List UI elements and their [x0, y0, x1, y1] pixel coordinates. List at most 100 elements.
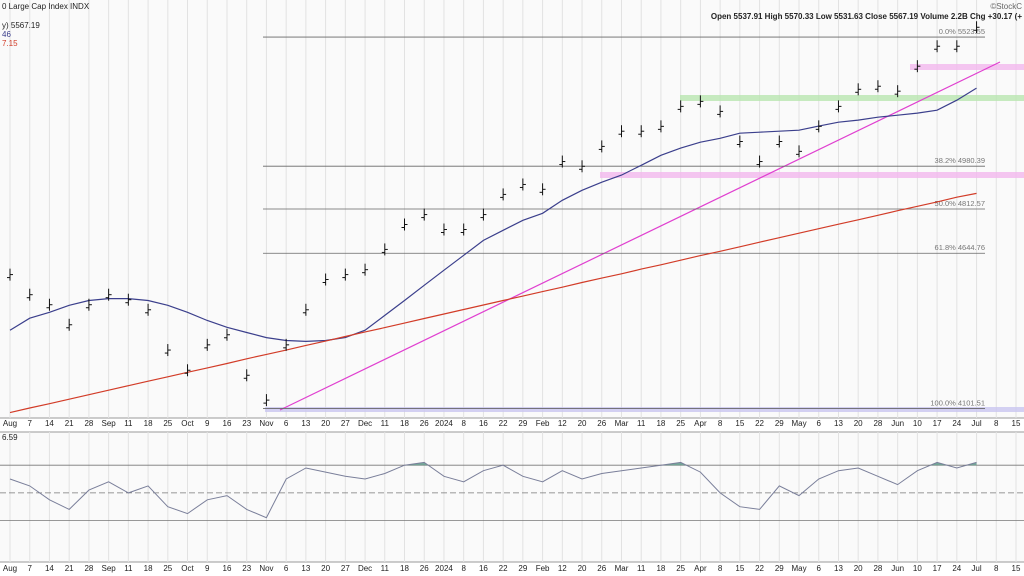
x-tick-label: 16: [223, 564, 232, 573]
price-bar: [579, 160, 586, 173]
x-tick-label: 6: [284, 564, 289, 573]
price-bar: [973, 21, 980, 34]
x-tick-label: 25: [163, 419, 172, 428]
x-tick-label: 8: [461, 419, 466, 428]
price-bar: [322, 273, 329, 286]
x-tick-label: 24: [952, 419, 961, 428]
price-bar: [855, 83, 862, 96]
x-tick-label: 26: [420, 419, 429, 428]
price-bar: [85, 298, 92, 311]
x-tick-label: Apr: [694, 419, 707, 428]
fib-label: 38.2% 4980.39: [935, 156, 985, 165]
x-tick-label: 29: [518, 564, 527, 573]
legend-ma: 7.15: [2, 39, 18, 48]
price-bar: [362, 263, 369, 276]
x-tick-label: 20: [578, 564, 587, 573]
x-tick-label: 29: [518, 419, 527, 428]
x-tick-label: 11: [381, 564, 390, 573]
price-bar: [934, 40, 941, 53]
price-bar: [145, 303, 152, 316]
x-tick-label: 8: [718, 419, 723, 428]
price-bar: [657, 120, 664, 133]
x-tick-label: 15: [735, 564, 744, 573]
x-tick-label: 25: [676, 419, 685, 428]
x-tick-label: 16: [223, 419, 232, 428]
price-bar: [7, 268, 13, 281]
x-tick-label: 18: [144, 564, 153, 573]
x-tick-label: 12: [558, 564, 567, 573]
x-tick-label: 7: [27, 564, 32, 573]
x-tick-label: 25: [163, 564, 172, 573]
support-zone: [265, 407, 1024, 412]
fib-label: 100.0% 4101.51: [930, 398, 985, 407]
x-tick-label: 14: [45, 419, 54, 428]
x-tick-label: 15: [735, 419, 744, 428]
x-tick-label: Mar: [615, 564, 629, 573]
x-tick-label: 17: [933, 564, 942, 573]
price-bar: [539, 183, 546, 196]
price-bar: [815, 120, 822, 133]
x-tick-label: 21: [65, 564, 74, 573]
x-tick-label: 23: [242, 419, 251, 428]
x-tick-label: 11: [637, 564, 646, 573]
trend-line: [279, 61, 1001, 411]
x-tick-label: 8: [461, 564, 466, 573]
x-tick-label: 13: [301, 564, 310, 573]
x-tick-label: 8: [718, 564, 723, 573]
price-bar: [460, 223, 467, 236]
x-tick-label: 6: [817, 564, 822, 573]
moving-average: [9, 87, 977, 343]
price-bar: [421, 208, 428, 221]
x-tick-label: 18: [656, 564, 665, 573]
x-tick-label: 11: [124, 419, 133, 428]
fib-label: 0.0% 5523.55: [939, 27, 985, 36]
source: ©StockC: [990, 2, 1022, 11]
price-bar: [677, 100, 684, 113]
x-tick-label: 27: [341, 564, 350, 573]
price-bar: [717, 105, 724, 118]
price-bar: [835, 100, 842, 113]
price-bar: [756, 155, 763, 168]
x-tick-label: 11: [637, 419, 646, 428]
x-tick-label: 8: [994, 564, 999, 573]
x-tick-label: 25: [676, 564, 685, 573]
price-bar: [480, 208, 487, 221]
price-bar: [500, 188, 507, 201]
price-bar: [559, 155, 566, 168]
x-tick-label: 13: [834, 419, 843, 428]
price-bar: [894, 85, 901, 98]
x-tick-label: Oct: [181, 564, 194, 573]
x-tick-label: 26: [420, 564, 429, 573]
x-tick-label: Dec: [358, 419, 372, 428]
x-tick-label: Dec: [358, 564, 372, 573]
price-bar: [302, 303, 309, 316]
x-tick-label: 18: [144, 419, 153, 428]
x-tick-label: 7: [27, 419, 32, 428]
price-bar: [125, 293, 132, 306]
x-tick-label: 22: [499, 419, 508, 428]
x-tick-label: 9: [205, 419, 210, 428]
x-tick-label: 16: [479, 564, 488, 573]
quote: Open 5537.91 High 5570.33 Low 5531.63 Cl…: [711, 12, 1022, 21]
x-tick-label: Sep: [102, 564, 117, 573]
x-tick-label: 26: [597, 564, 606, 573]
x-tick-label: Jun: [891, 564, 904, 573]
x-tick-label: Feb: [536, 564, 550, 573]
x-tick-label: 28: [84, 564, 93, 573]
x-tick-label: 12: [558, 419, 567, 428]
x-tick-label: Jul: [971, 419, 981, 428]
x-tick-label: Apr: [694, 564, 707, 573]
x-tick-label: 2024: [435, 564, 453, 573]
x-tick-label: 8: [994, 419, 999, 428]
x-tick-label: 29: [775, 419, 784, 428]
x-tick-label: 27: [341, 419, 350, 428]
price-bar: [736, 135, 743, 148]
price-bar: [105, 288, 112, 301]
legend-ma: 46: [2, 30, 11, 39]
price-bar: [638, 125, 645, 138]
x-tick-label: 22: [755, 419, 764, 428]
price-bar: [164, 344, 171, 357]
x-tick-label: 13: [301, 419, 310, 428]
price-bar: [283, 338, 290, 351]
rsi-panel: [0, 432, 1024, 562]
